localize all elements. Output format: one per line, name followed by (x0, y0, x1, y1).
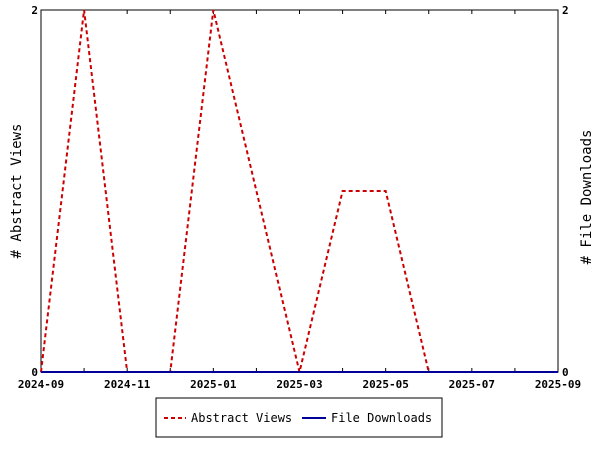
x-tick-label: 2025-07 (449, 378, 495, 391)
x-tick-label: 2025-09 (535, 378, 581, 391)
x-tick-label: 2024-09 (18, 378, 64, 391)
legend: Abstract Views File Downloads (155, 397, 443, 438)
plot-area (40, 9, 559, 373)
y-tick-label-right: 0 (562, 366, 569, 379)
y-tick-label-left: 2 (31, 4, 38, 17)
x-tick-label: 2025-05 (362, 378, 408, 391)
y-tick-label-left: 0 (31, 366, 38, 379)
legend-label-abstract-views: Abstract Views (191, 411, 292, 425)
x-tick-label: 2025-01 (190, 378, 237, 391)
y-tick-label-right: 2 (562, 4, 569, 17)
legend-label-file-downloads: File Downloads (331, 411, 432, 425)
x-tick-label: 2025-03 (276, 378, 322, 391)
legend-box (155, 397, 443, 438)
x-tick-label: 2024-11 (104, 378, 151, 391)
y-axis-left-title: # Abstract Views (9, 124, 25, 259)
y-axis-right-title: # File Downloads (579, 130, 595, 265)
